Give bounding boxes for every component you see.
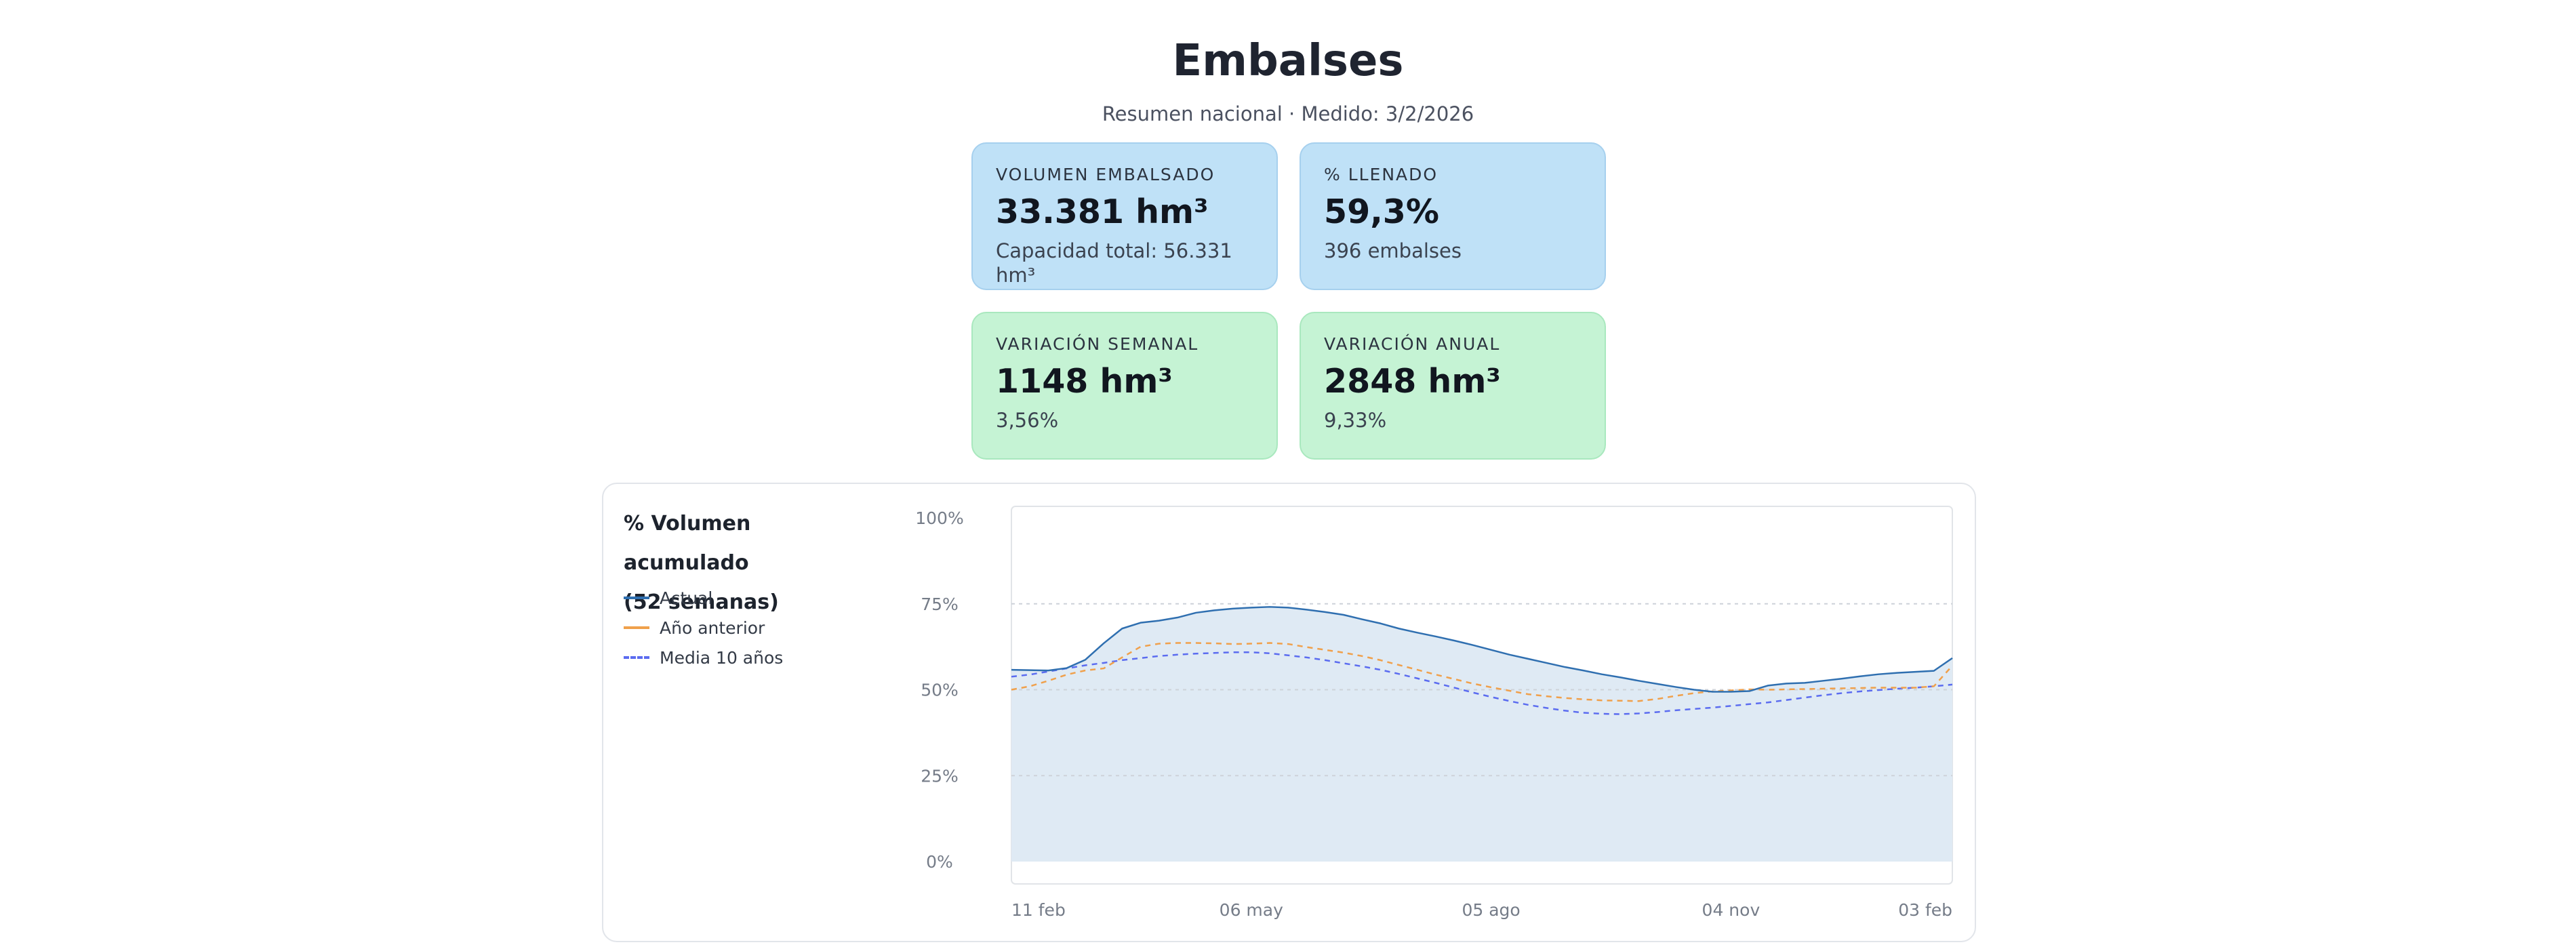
legend-label-media-10: Media 10 años (660, 647, 784, 668)
chart-title: % Volumen acumulado (52 semanas) (624, 504, 868, 622)
card-label: % LLENADO (1324, 165, 1438, 184)
card-value: 59,3% (1324, 193, 1439, 231)
card-label: VARIACIÓN SEMANAL (996, 334, 1199, 354)
chart-plot: 0% 25% 50% 75% 100% 11 feb 06 may 05 ago 04 nov 0… (915, 506, 1953, 920)
legend-item-media-10: Media 10 años (624, 643, 783, 672)
legend-swatch-media-10 (624, 656, 649, 659)
legend-swatch-actual (624, 597, 649, 599)
card-sub: Capacidad total: 56.331 hm³ (996, 239, 1232, 287)
page-header: Embalses Resumen nacional · Medido: 3/2/… (0, 34, 2576, 126)
legend-item-actual: Actual (624, 583, 783, 613)
card-sub: 396 embalses (1324, 239, 1462, 262)
legend-label-actual: Actual (660, 588, 713, 608)
chart-panel: % Volumen acumulado (52 semanas) Actual … (602, 483, 1976, 942)
chart-title-line1: % Volumen acumulado (624, 512, 751, 575)
legend-item-anio-anterior: Año anterior (624, 613, 783, 643)
card-llenado: % LLENADO 59,3% 396 embalses (1300, 142, 1606, 290)
x-tick-label: 06 may (1220, 900, 1283, 920)
area-actual (1011, 607, 1952, 862)
y-tick-label: 25% (921, 766, 959, 786)
x-tick-label: 11 feb (1011, 900, 1066, 920)
series-line-a-o-anterior (1011, 642, 1953, 702)
y-tick-label: 50% (921, 681, 959, 700)
y-tick-label: 100% (915, 508, 963, 528)
card-value: 1148 hm³ (996, 362, 1173, 401)
card-variacion-semanal: VARIACIÓN SEMANAL 1148 hm³ 3,56% (971, 312, 1278, 460)
card-label: VARIACIÓN ANUAL (1324, 334, 1501, 354)
card-value: 2848 hm³ (1324, 362, 1501, 401)
card-sub: 3,56% (996, 409, 1059, 432)
chart-title-line2: (52 semanas) (624, 590, 779, 614)
chart-legend: Actual Año anterior Media 10 años (624, 583, 783, 672)
x-tick-label: 03 feb (1898, 900, 1952, 920)
card-sub: 9,33% (1324, 409, 1387, 432)
card-value: 33.381 hm³ (996, 193, 1209, 231)
page-title: Embalses (1172, 36, 1404, 86)
x-tick-label: 04 nov (1702, 900, 1760, 920)
card-label: VOLUMEN EMBALSADO (996, 165, 1215, 184)
legend-swatch-anio-anterior (624, 626, 649, 629)
card-volumen-embalsado: VOLUMEN EMBALSADO 33.381 hm³ Capacidad t… (971, 142, 1278, 290)
page-subtitle: Resumen nacional · Medido: 3/2/2026 (1102, 102, 1474, 125)
card-variacion-anual: VARIACIÓN ANUAL 2848 hm³ 9,33% (1300, 312, 1606, 460)
y-tick-label: 75% (921, 594, 959, 614)
series-line-actual (1011, 606, 1953, 693)
y-tick-label: 0% (926, 852, 953, 872)
x-tick-label: 05 ago (1462, 900, 1520, 920)
legend-label-anio-anterior: Año anterior (660, 618, 765, 638)
